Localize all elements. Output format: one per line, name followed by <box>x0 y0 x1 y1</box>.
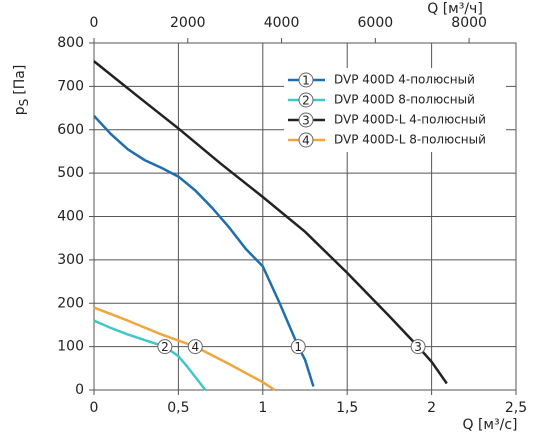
y-label-symbol: p <box>12 106 28 115</box>
x2-tick-label: 8000 <box>451 15 487 31</box>
marker-label: 3 <box>302 114 310 128</box>
legend-label: DVP 400D 8-полюсный <box>334 93 475 107</box>
x-tick-label: 2,5 <box>505 400 527 416</box>
x-tick-label: 2 <box>427 400 436 416</box>
marker-label: 1 <box>294 340 302 354</box>
marker-badge <box>298 112 314 128</box>
y-tick-label: 0 <box>75 382 84 398</box>
legend-label: DVP 400D 4-полюсный <box>334 73 475 87</box>
x2-tick-label: 6000 <box>358 15 394 31</box>
y-tick-label: 200 <box>57 295 84 311</box>
legend-box <box>284 68 506 152</box>
y-tick-label: 500 <box>57 165 84 181</box>
x2-tick-label: 4000 <box>264 15 300 31</box>
x2-axis-label: Q [м³/ч] <box>427 1 483 17</box>
y-label-unit: [Па] <box>12 65 28 95</box>
plot-frame <box>93 42 517 391</box>
marker-label: 2 <box>161 340 169 354</box>
x2-tick-label: 2000 <box>170 15 206 31</box>
y-tick-label: 700 <box>57 78 84 94</box>
legend-label: DVP 400D-L 8-полюсный <box>334 133 486 147</box>
x-axis-label: Q [м³/с] <box>463 417 518 433</box>
marker-badge <box>410 339 426 355</box>
y-axis-label: pS [Па] <box>12 65 31 116</box>
marker-badge <box>298 92 314 108</box>
marker-label: 2 <box>302 94 310 108</box>
x-tick-label: 1 <box>258 400 267 416</box>
legend-label: DVP 400D-L 4-полюсный <box>334 113 486 127</box>
series-line <box>93 306 276 392</box>
series-line <box>93 319 207 391</box>
y-label-subscript: S <box>17 99 31 107</box>
x2-tick-label: 0 <box>90 15 99 31</box>
x-tick-label: 0,5 <box>167 400 189 416</box>
series-line <box>93 115 315 387</box>
marker-label: 3 <box>414 340 422 354</box>
marker-badge <box>298 72 314 88</box>
y-tick-label: 800 <box>57 35 84 51</box>
y-tick-label: 400 <box>57 209 84 225</box>
marker-label: 4 <box>191 340 199 354</box>
marker-label: 1 <box>302 74 310 88</box>
marker-label: 4 <box>302 134 310 148</box>
y-tick-label: 100 <box>57 339 84 355</box>
marker-badge <box>187 339 203 355</box>
y-tick-label: 300 <box>57 252 84 268</box>
marker-badge <box>298 132 314 148</box>
x-tick-label: 0 <box>90 400 99 416</box>
x-tick-label: 1,5 <box>336 400 358 416</box>
marker-badge <box>290 339 306 355</box>
y-tick-label: 600 <box>57 122 84 138</box>
marker-badge <box>157 339 173 355</box>
